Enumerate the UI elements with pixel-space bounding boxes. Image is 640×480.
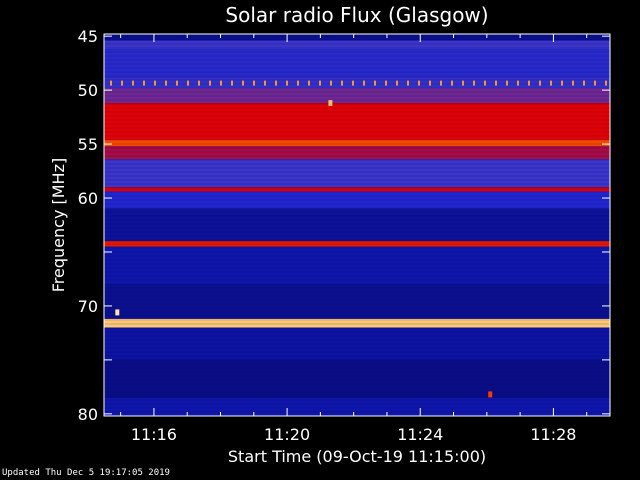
heatmap-band [104,187,610,192]
x-tick-label: 11:20 [264,425,310,444]
x-tick-label: 11:16 [131,425,177,444]
heatmap-band [104,318,610,328]
heatmap-band [104,246,610,285]
pulse-mark [528,80,530,86]
pulse-mark [407,80,409,86]
heatmap-band [104,34,610,41]
pulse-mark [484,80,486,86]
pulse-mark [187,80,189,86]
y-tick-label: 80 [78,405,98,424]
heatmap-band [104,159,610,188]
heatmap-band [104,359,610,398]
y-tick-label: 50 [78,81,98,100]
pulse-mark [176,80,178,86]
pulse-mark [242,80,244,86]
updated-timestamp: Updated Thu Dec 5 19:17:05 2019 [2,468,170,478]
pulse-mark [297,80,299,86]
pulse-mark [231,80,233,86]
pulse-mark [308,80,310,86]
bright-spot [488,391,493,398]
pulse-mark [550,80,552,86]
pulse-mark [583,80,585,86]
y-tick-label: 70 [78,297,98,316]
y-axis-label: Frequency [MHz] [49,158,68,292]
heatmap-band [104,191,610,209]
pulse-mark [440,80,442,86]
pulse-mark [473,80,475,86]
pulse-mark [495,80,497,86]
heatmap-band [104,208,610,242]
x-tick-label: 11:28 [530,425,576,444]
heatmap-band [104,103,610,140]
pulse-mark [605,80,607,86]
pulse-mark [429,80,431,86]
heatmap-band [104,77,610,88]
pulse-mark [396,80,398,86]
heatmap-band [104,49,610,78]
bright-spot [115,309,120,316]
pulse-mark [363,80,365,86]
pulse-mark [132,80,134,86]
pulse-mark [220,80,222,86]
heatmap-band [104,241,610,247]
pulse-mark [253,80,255,86]
heatmap-band [104,284,610,319]
pulse-mark [319,80,321,86]
x-tick-label: 11:24 [397,425,443,444]
pulse-mark [594,80,596,86]
pulse-mark [506,80,508,86]
pulse-mark [143,80,145,86]
pulse-mark [121,80,123,86]
pulse-mark [154,80,156,86]
pulse-mark [110,80,112,86]
heatmap-band [104,327,610,360]
pulse-mark [418,80,420,86]
y-tick-label: 60 [78,189,98,208]
heatmap-band [104,40,610,50]
pulse-mark [209,80,211,86]
x-axis: 11:16 11:20 11:24 11:28 [120,34,588,444]
pulse-mark [352,80,354,86]
pulse-mark [561,80,563,86]
chart-title: Solar radio Flux (Glasgow) [225,3,488,27]
pulse-mark [385,80,387,86]
x-axis-label: Start Time (09-Oct-19 11:15:00) [228,447,486,466]
pulse-mark [165,80,167,86]
pulse-mark [462,80,464,86]
y-tick-label: 55 [78,135,98,154]
pulse-mark [572,80,574,86]
pulse-mark [330,80,332,86]
pulse-mark [451,80,453,86]
heatmap-band [104,88,610,104]
pulse-mark [286,80,288,86]
pulse-mark [341,80,343,86]
heatmap-band [104,146,610,160]
y-tick-label: 45 [78,27,98,46]
heatmap-band [104,139,610,147]
plot-frame [103,33,611,417]
pulse-mark [374,80,376,86]
pulse-mark [275,80,277,86]
heatmap-area [104,34,610,416]
pulse-mark [264,80,266,86]
pulse-mark [539,80,541,86]
bright-spot [328,100,333,107]
pulse-mark [517,80,519,86]
heatmap-band [104,397,610,416]
y-axis: 45 50 55 60 70 80 [78,27,610,424]
pulse-mark [198,80,200,86]
